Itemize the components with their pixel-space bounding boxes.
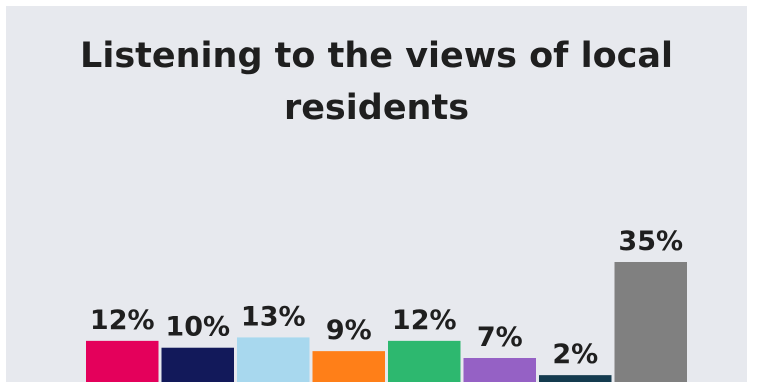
data-label-4: 9% (326, 315, 372, 346)
data-label-2: 10% (165, 312, 230, 343)
data-label-5: 12% (392, 305, 457, 336)
data-label-8: 35% (618, 226, 683, 257)
chart-panel: Listening to the views of local resident… (6, 6, 747, 382)
bar-8 (614, 262, 687, 382)
data-label-7: 2% (552, 339, 598, 370)
bar-chart: 12% 10% 13% 9% 12% 7% 2% 35% (86, 226, 687, 382)
data-label-6: 7% (477, 322, 523, 353)
data-label-1: 12% (90, 305, 155, 336)
bar-6 (463, 358, 536, 382)
bar-7 (539, 375, 612, 382)
data-label-3: 13% (241, 301, 306, 332)
bar-5 (388, 340, 461, 382)
bar-1 (86, 340, 159, 382)
chart-title: Listening to the views of local resident… (80, 36, 673, 128)
bar-3 (237, 337, 310, 382)
bar-2 (161, 347, 234, 382)
bar-4 (312, 351, 385, 382)
